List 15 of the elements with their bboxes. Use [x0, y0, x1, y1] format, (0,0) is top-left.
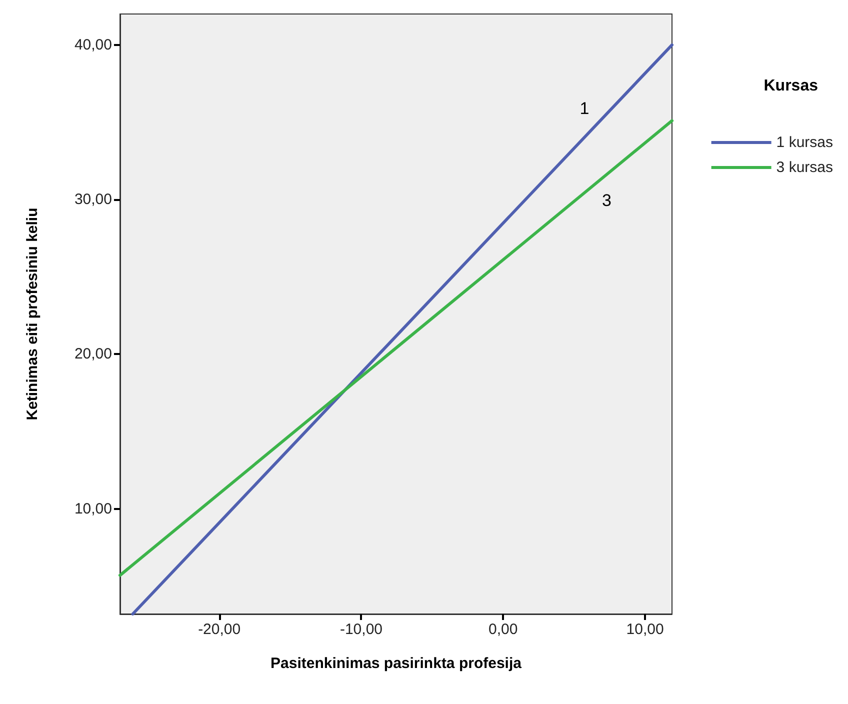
y-axis-title: Ketinimas eiti profesiniu keliu [24, 208, 41, 420]
annotation: 1 [580, 99, 590, 118]
x-tick-label: -10,00 [340, 621, 383, 638]
y-tick-label: 10,00 [74, 500, 112, 518]
y-tick-label: 30,00 [74, 191, 112, 208]
x-tick-label: -20,00 [198, 621, 241, 638]
legend-label: 1 kursas [776, 134, 834, 151]
x-tick-label: 10,00 [626, 621, 664, 638]
x-tick-label: 0,00 [488, 621, 518, 638]
legend-label: 3 kursas [776, 159, 834, 176]
x-axis-title: Pasitenkinimas pasirinkta profesija [270, 655, 522, 672]
y-tick-label: 40,00 [74, 36, 112, 54]
legend-title: Kursas [764, 78, 818, 94]
annotation: 3 [602, 190, 612, 210]
y-tick-label: 20,00 [74, 346, 112, 363]
